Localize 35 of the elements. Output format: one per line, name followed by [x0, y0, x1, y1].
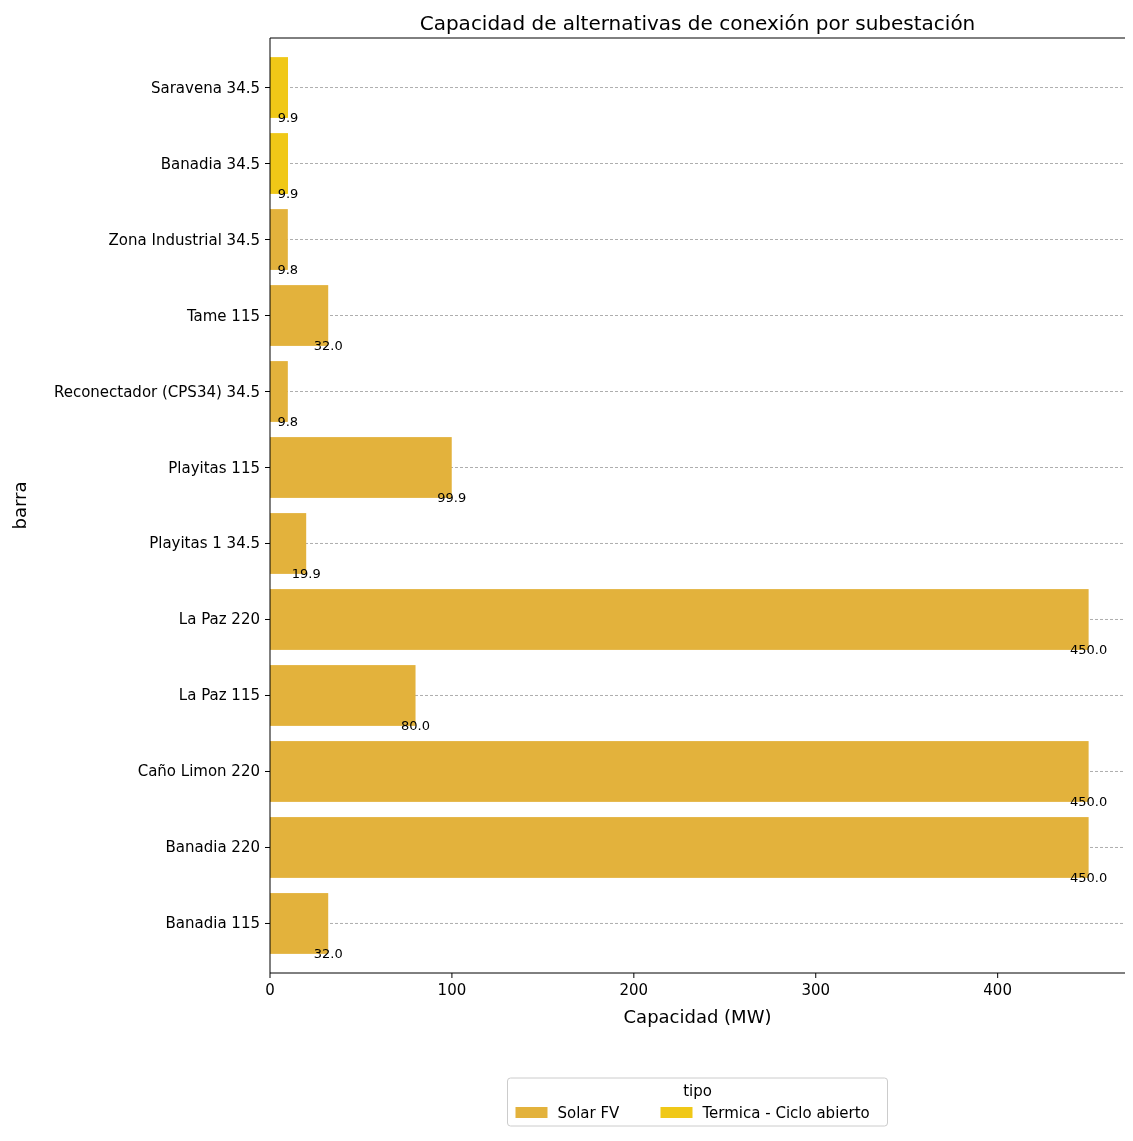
y-tick-label: Banadia 34.5 [160, 154, 260, 173]
y-axis-title: barra [9, 481, 30, 530]
y-tick-label: La Paz 115 [178, 686, 260, 705]
y-tick-label: Caño Limon 220 [137, 762, 260, 781]
data-label: 9.8 [277, 261, 299, 277]
y-tick-label: Playitas 1 34.5 [149, 534, 260, 553]
data-label: 450.0 [1070, 869, 1108, 885]
x-tick-label: 200 [619, 981, 649, 999]
data-label: 9.8 [277, 413, 299, 429]
x-axis-title: Capacidad (MW) [623, 1006, 772, 1027]
x-tick-label: 300 [801, 981, 831, 999]
x-tick-label: 400 [983, 981, 1012, 999]
data-label: 9.9 [277, 109, 299, 125]
y-tick-label: Banadia 115 [165, 914, 260, 933]
legend-label: Solar FV [557, 1104, 621, 1122]
legend-title: tipo [683, 1082, 712, 1100]
data-label: 80.0 [401, 717, 431, 733]
y-tick-label: Zona Industrial 34.5 [108, 230, 260, 249]
data-label: 450.0 [1070, 641, 1108, 657]
y-tick-label: Banadia 220 [165, 838, 260, 857]
y-tick-label: Tame 115 [185, 306, 260, 325]
x-tick-label: 100 [437, 981, 467, 999]
data-label: 32.0 [313, 337, 343, 353]
data-label: 450.0 [1070, 793, 1108, 809]
data-label: 9.9 [277, 185, 299, 201]
y-tick-label: Saravena 34.5 [150, 78, 260, 97]
data-label: 32.0 [313, 945, 343, 961]
chart-title: Capacidad de alternativas de conexión por subestación [419, 11, 976, 35]
y-tick-label: La Paz 220 [178, 610, 260, 629]
x-tick-label: 0 [265, 981, 275, 999]
y-tick-label: Reconectador (CPS34) 34.5 [53, 382, 260, 401]
data-label: 99.9 [437, 489, 467, 505]
y-tick-label: Playitas 115 [168, 458, 260, 477]
data-label: 19.9 [291, 565, 321, 581]
legend-label: Termica - Ciclo abierto [701, 1104, 870, 1122]
